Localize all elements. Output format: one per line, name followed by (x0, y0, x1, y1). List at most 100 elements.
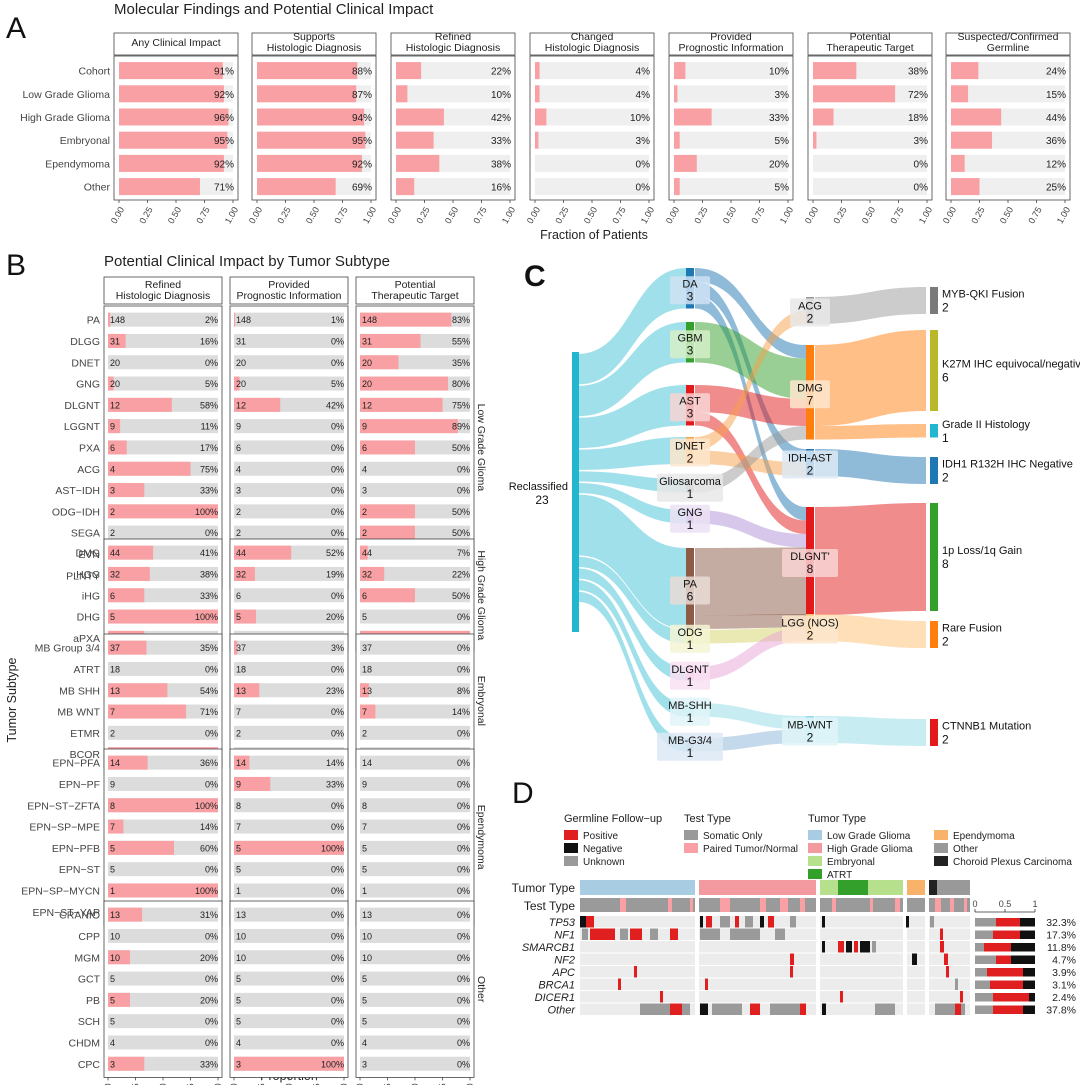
node-name: MB-WNT (787, 720, 832, 732)
flow-source-to-mid (695, 322, 806, 399)
bar-value-label: 52% (326, 548, 344, 558)
sample-count: 4 (362, 464, 367, 474)
bar-value-label: 75% (452, 400, 470, 410)
mutation-cell (800, 1003, 806, 1015)
sample-count: 3 (236, 1059, 241, 1069)
subtype-label: SEGA (71, 528, 100, 540)
sample-count: 2 (236, 507, 241, 517)
sample-count: 32 (362, 569, 372, 579)
sample-count: 13 (362, 686, 372, 696)
gene-row-bg (699, 991, 816, 1003)
sample-count: 148 (110, 315, 125, 325)
panel-a-xlabel: Fraction of Patients (540, 228, 648, 242)
bar-value-label: 33% (200, 1059, 218, 1069)
sample-count: 10 (236, 953, 246, 963)
legend-swatch (564, 830, 578, 840)
subtype-label: CPC (78, 1059, 101, 1071)
sample-count: 9 (362, 779, 367, 789)
sample-count: 10 (110, 953, 120, 963)
facet-title: Therapeutic Target (371, 290, 458, 302)
bar-background (234, 950, 344, 965)
bar-background (234, 525, 344, 540)
bar-value-label: 0% (457, 728, 470, 738)
tick-label: 0.75 (438, 1083, 448, 1085)
bar-background (360, 950, 470, 965)
bar-value-label: 50% (452, 528, 470, 538)
bar-background (360, 461, 470, 476)
test-type-paired (620, 898, 626, 912)
gene-row-bg (699, 966, 816, 978)
bar-value-label: 100% (195, 612, 218, 622)
mutation-cell (750, 1003, 760, 1015)
bar-value-label: 44% (1046, 113, 1066, 124)
gene-row-bg (907, 1003, 925, 1015)
sample-count: 7 (362, 822, 367, 832)
sample-count: 5 (362, 974, 367, 984)
sample-count: 9 (236, 779, 241, 789)
bar (119, 178, 200, 196)
sample-count: 5 (362, 1017, 367, 1027)
test-type-paired (895, 898, 900, 912)
bar (360, 397, 443, 412)
bar-background (674, 131, 788, 149)
bar-background (234, 609, 344, 624)
bar-background (234, 566, 344, 581)
gene-row-bg (929, 991, 970, 1003)
mutation-cell (620, 928, 628, 940)
germline-proportion-bar (975, 993, 993, 1002)
tick-label: 0.75 (332, 205, 349, 225)
bar-value-label: 0% (331, 528, 344, 538)
legend-swatch (808, 856, 822, 866)
subtype-label: EPN−PFA (52, 758, 100, 770)
facet-panel (113, 55, 239, 201)
legend-swatch (934, 856, 948, 866)
tick-label: 1.00 (465, 1083, 475, 1085)
flow-mid-to-target (815, 716, 926, 746)
bar-background (234, 704, 344, 719)
bar-background (360, 992, 470, 1007)
gene-percent: 3.9% (1052, 967, 1076, 979)
sample-count: 37 (236, 643, 246, 653)
bar-background (396, 178, 510, 196)
bar-value-label: 38% (908, 67, 928, 78)
flow-source-to-mid (695, 627, 806, 681)
mutation-cell (768, 916, 774, 928)
gene-row-bg (699, 953, 816, 965)
subtype-label: CHDM (69, 1037, 101, 1049)
bar-value-label: 18% (908, 113, 928, 124)
bar (108, 566, 150, 581)
sample-count: 13 (236, 686, 246, 696)
sankey-node-target (930, 424, 938, 438)
flow-mid-to-target (815, 330, 926, 426)
node-count: 2 (687, 452, 694, 466)
bar-value-label: 42% (491, 113, 511, 124)
node-count: 2 (807, 731, 814, 745)
flow-source-to-mid (695, 510, 806, 548)
bar-background (108, 819, 218, 834)
bar (234, 776, 271, 791)
bar (108, 907, 143, 922)
bar-background (951, 62, 1065, 80)
tick-label: 0.50 (860, 205, 877, 225)
bar-value-label: 0% (331, 910, 344, 920)
bar-value-label: 0% (205, 931, 218, 941)
germline-proportion-bar (987, 968, 1023, 977)
bar-value-label: 0% (331, 707, 344, 717)
sample-count: 5 (110, 865, 115, 875)
track-label: Tumor Type (512, 881, 576, 895)
bar-value-label: 50% (452, 591, 470, 601)
mutation-cell (745, 916, 753, 928)
panel-b-title: Potential Clinical Impact by Tumor Subty… (104, 253, 390, 270)
mutation-cell (854, 941, 858, 953)
mutation-cell (712, 1003, 742, 1015)
bar-value-label: 0% (457, 822, 470, 832)
flow-source-to-mid (695, 547, 806, 616)
node-count: 1 (687, 638, 694, 652)
panel-b-label: B (6, 249, 26, 282)
bar (234, 312, 236, 327)
bar (108, 840, 174, 855)
gene-label: SMARCB1 (522, 942, 575, 954)
bar-value-label: 55% (452, 336, 470, 346)
bar-value-label: 11% (201, 422, 218, 432)
mutation-cell (660, 991, 663, 1003)
